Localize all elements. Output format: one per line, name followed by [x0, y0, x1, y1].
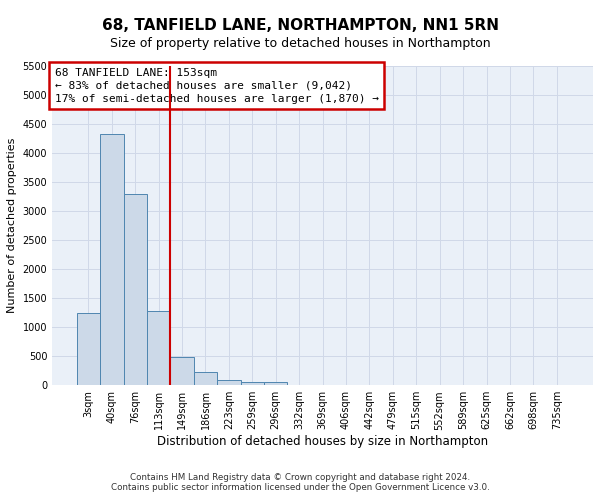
Bar — [194, 372, 217, 385]
Bar — [264, 382, 287, 385]
Text: Size of property relative to detached houses in Northampton: Size of property relative to detached ho… — [110, 38, 490, 51]
Bar — [124, 194, 147, 385]
Bar — [147, 312, 170, 385]
Text: 68, TANFIELD LANE, NORTHAMPTON, NN1 5RN: 68, TANFIELD LANE, NORTHAMPTON, NN1 5RN — [101, 18, 499, 32]
Bar — [100, 134, 124, 385]
Bar — [170, 358, 194, 385]
Bar — [217, 380, 241, 385]
Bar — [77, 312, 100, 385]
Text: 68 TANFIELD LANE: 153sqm
← 83% of detached houses are smaller (9,042)
17% of sem: 68 TANFIELD LANE: 153sqm ← 83% of detach… — [55, 68, 379, 104]
X-axis label: Distribution of detached houses by size in Northampton: Distribution of detached houses by size … — [157, 435, 488, 448]
Bar — [241, 382, 264, 385]
Y-axis label: Number of detached properties: Number of detached properties — [7, 138, 17, 313]
Text: Contains HM Land Registry data © Crown copyright and database right 2024.
Contai: Contains HM Land Registry data © Crown c… — [110, 473, 490, 492]
